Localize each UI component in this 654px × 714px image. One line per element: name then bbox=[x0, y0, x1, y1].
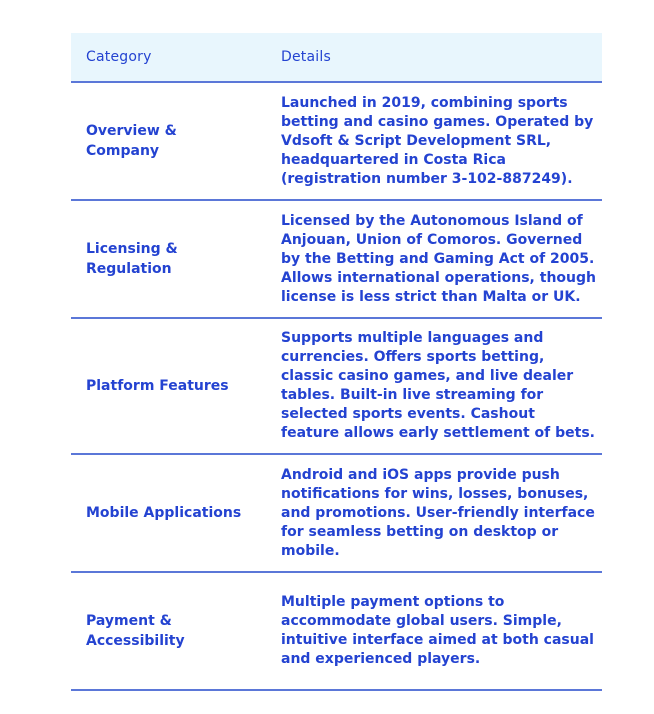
table-row: Mobile Applications Android and iOS apps… bbox=[71, 455, 602, 573]
category-cell: Payment & Accessibility bbox=[86, 613, 185, 649]
details-cell: Launched in 2019, combining sports betti… bbox=[281, 94, 594, 187]
comparison-table: Category Details Overview & Company Laun… bbox=[71, 33, 602, 691]
category-cell: Platform Features bbox=[86, 378, 229, 394]
column-header-category: Category bbox=[86, 49, 152, 65]
table-row: Overview & Company Launched in 2019, com… bbox=[71, 83, 602, 201]
category-cell: Overview & Company bbox=[86, 123, 177, 159]
details-cell: Supports multiple languages and currenci… bbox=[281, 330, 595, 441]
table-row: Licensing & Regulation Licensed by the A… bbox=[71, 201, 602, 319]
category-cell: Licensing & Regulation bbox=[86, 241, 178, 277]
table-row: Payment & Accessibility Multiple payment… bbox=[71, 573, 602, 691]
details-cell: Android and iOS apps provide push notifi… bbox=[281, 466, 595, 559]
table-row: Platform Features Supports multiple lang… bbox=[71, 319, 602, 455]
category-cell: Mobile Applications bbox=[86, 505, 242, 521]
column-header-details: Details bbox=[281, 49, 331, 65]
details-cell: Multiple payment options to accommodate … bbox=[281, 594, 594, 667]
table-header-row: Category Details bbox=[71, 33, 602, 83]
details-cell: Licensed by the Autonomous Island of Anj… bbox=[281, 212, 596, 305]
